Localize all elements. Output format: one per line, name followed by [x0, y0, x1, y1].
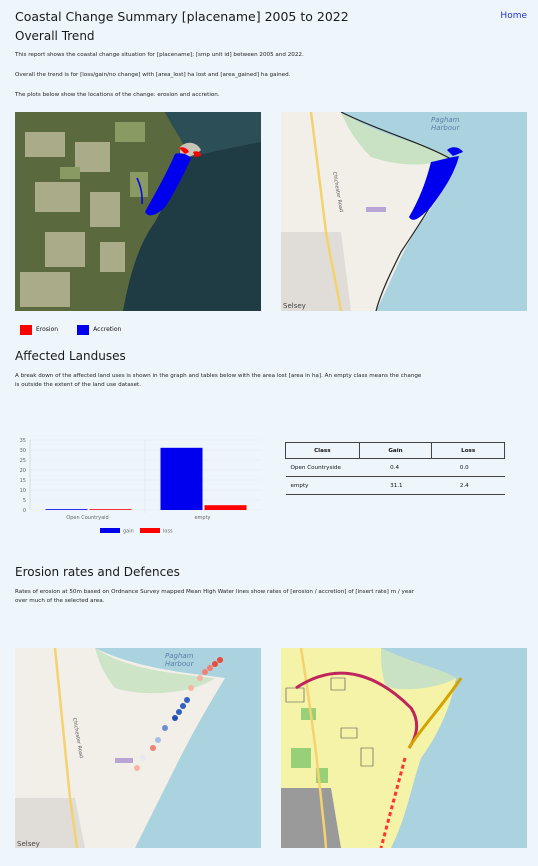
- chart-bar-loss: [204, 505, 247, 510]
- chart-legend-label: gain: [123, 529, 134, 535]
- page-title: Coastal Change Summary [placename] 2005 …: [15, 9, 349, 24]
- table-header-class: Class: [285, 442, 360, 459]
- map2-label-pagham: Pagham: [165, 652, 194, 660]
- table-cell: empty: [285, 476, 360, 495]
- erosion-heading: Erosion rates and Defences: [15, 565, 180, 579]
- erosion-rate-dot: [207, 665, 213, 671]
- erosion-rate-dot: [176, 709, 182, 715]
- map-label-harbour: Harbour: [431, 124, 461, 132]
- overall-para-1: This report shows the coastal change sit…: [15, 52, 304, 58]
- landuse-para: A break down of the affected land uses i…: [15, 373, 422, 388]
- overall-para-3: The plots below show the locations of th…: [15, 92, 220, 98]
- landuse-chart: 0 5 10 15 20 25 30 35 Open Countryaid empty gain lo…: [10, 432, 265, 542]
- erosion-rate-dot: [134, 765, 140, 771]
- erosion-rate-dot: [197, 675, 203, 681]
- table-cell: 2.4: [431, 476, 505, 495]
- map2-label-selsey: Selsey: [17, 840, 40, 848]
- erosion-rate-dot: [188, 685, 194, 691]
- map-label-pagham: Pagham: [431, 116, 460, 124]
- table-cell: 0.4: [359, 458, 432, 477]
- erosion-rates-map[interactable]: Pagham Harbour Chichester Road Selsey: [15, 648, 261, 848]
- overall-para-2: Overall the trend is for [loss/gain/no c…: [15, 72, 291, 78]
- table-cell: 0.0: [431, 458, 505, 477]
- erosion-swatch: [20, 324, 32, 335]
- chart-legend-swatch-loss: [140, 528, 160, 533]
- erosion-rate-dot: [212, 661, 218, 667]
- chart-y-tick-label: 35: [20, 438, 26, 444]
- erosion-rate-dot: [184, 697, 190, 703]
- erosion-rate-dot: [172, 715, 178, 721]
- map2-label-harbour: Harbour: [165, 660, 195, 668]
- erosion-rate-dot: [162, 725, 168, 731]
- accretion-swatch: [77, 324, 90, 335]
- landuse-table: Class Gain Loss Open Countryside 0.4 0.0…: [285, 442, 505, 495]
- satellite-change-map[interactable]: [15, 112, 261, 311]
- chart-legend-swatch-gain: [100, 528, 120, 533]
- table-header-gain: Gain: [358, 442, 433, 459]
- chart-bar-gain: [45, 509, 88, 510]
- chart-legend-label: loss: [163, 529, 173, 535]
- erosion-rate-dot: [155, 737, 161, 743]
- chart-y-tick-label: 0: [23, 508, 26, 514]
- erosion-legend-label: Erosion: [36, 326, 59, 333]
- map-label-selsey: Selsey: [283, 302, 306, 310]
- chart-y-tick-label: 10: [20, 488, 26, 494]
- table-header-loss: Loss: [431, 442, 505, 459]
- chart-y-tick-label: 30: [20, 448, 26, 454]
- erosion-para: Rates of erosion at 50m based on Ordnanc…: [15, 589, 415, 604]
- chart-y-tick-label: 20: [20, 468, 26, 474]
- landuse-heading: Affected Landuses: [15, 349, 126, 363]
- chart-bar-loss: [89, 509, 132, 510]
- erosion-rate-dot: [202, 669, 208, 675]
- erosion-rate-dot: [150, 745, 156, 751]
- table-cell: Open Countryside: [285, 458, 360, 477]
- chart-y-tick-label: 25: [20, 458, 26, 464]
- chart-y-tick-label: 5: [23, 498, 26, 504]
- erosion-rate-dot: [217, 657, 223, 663]
- erosion-rate-dot: [180, 703, 186, 709]
- chart-x-tick-label: empty: [194, 515, 210, 521]
- chart-bar-gain: [160, 447, 203, 510]
- table-row: Open Countryside 0.4 0.0: [285, 458, 505, 477]
- home-link[interactable]: Home: [500, 11, 527, 21]
- street-change-map[interactable]: Pagham Harbour Chichester Road Selsey: [281, 112, 527, 311]
- table-row: empty 31.1 2.4: [285, 476, 505, 495]
- accretion-legend-label: Accretion: [93, 326, 122, 333]
- erosion-rate-dot: [140, 755, 146, 761]
- change-legend: Erosion Accretion: [20, 319, 127, 338]
- chart-y-tick-label: 15: [20, 478, 26, 484]
- chart-x-tick-label: Open Countryaid: [66, 515, 108, 521]
- defences-map[interactable]: [281, 648, 527, 848]
- overall-trend-heading: Overall Trend: [15, 29, 95, 43]
- table-cell: 31.1: [359, 476, 432, 495]
